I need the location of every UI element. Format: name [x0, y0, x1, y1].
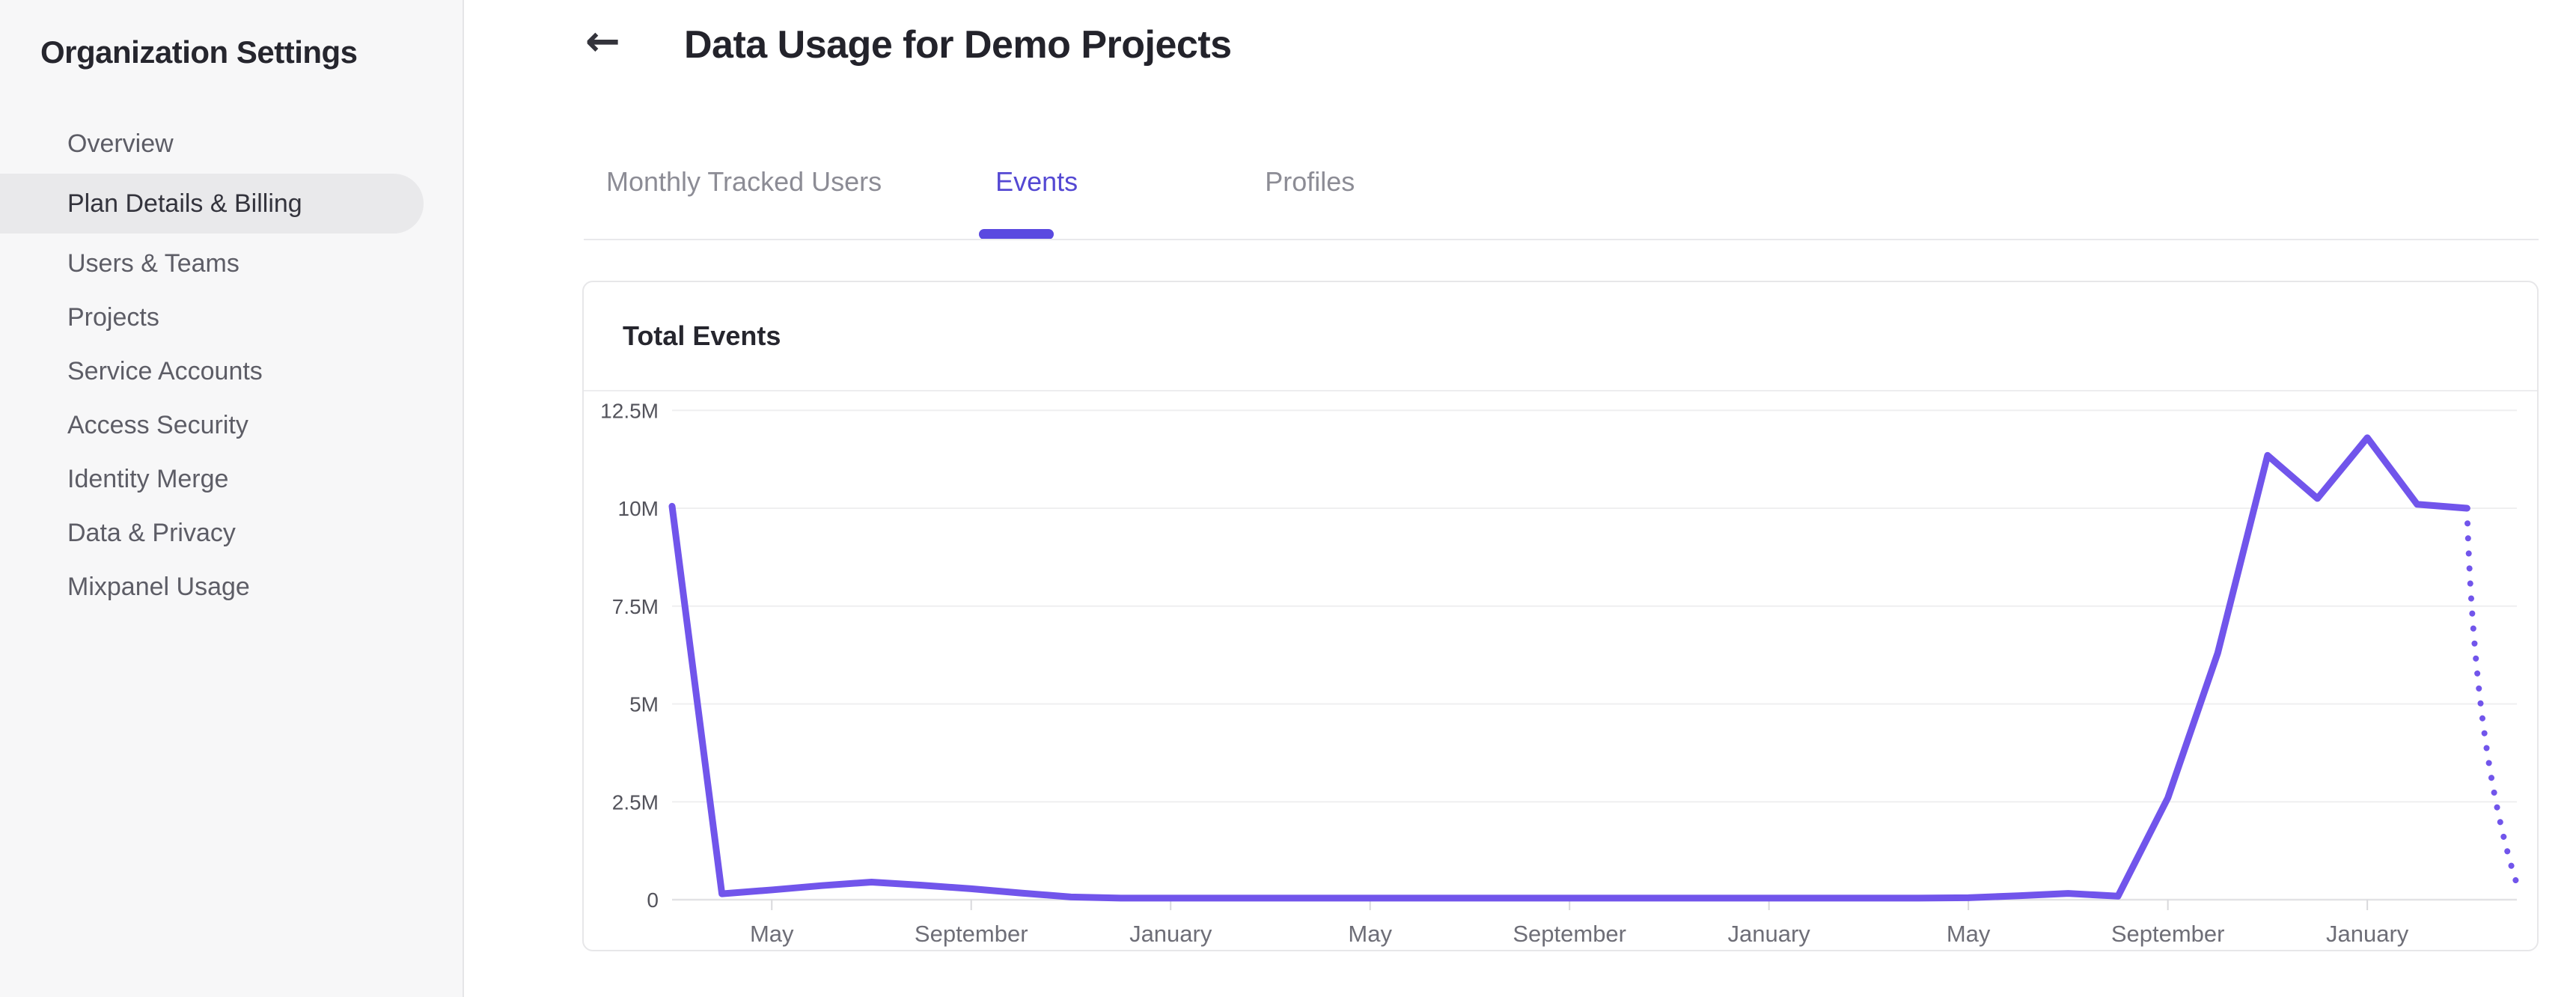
svg-text:January: January: [1129, 921, 1212, 947]
sidebar-title: Organization Settings: [40, 34, 358, 70]
active-tab-indicator: [979, 229, 1054, 240]
svg-text:2.5M: 2.5M: [612, 790, 659, 814]
tab-profiles[interactable]: Profiles: [1265, 166, 1355, 197]
sidebar-item-overview[interactable]: Overview: [67, 129, 174, 158]
sidebar-item-plan-details-billing[interactable]: Plan Details & Billing: [0, 174, 424, 234]
svg-text:September: September: [1513, 921, 1626, 947]
sidebar-nav: Overview Plan Details & Billing Users & Te…: [0, 117, 463, 614]
tab-events[interactable]: Events: [995, 166, 1078, 197]
svg-text:10M: 10M: [618, 497, 659, 520]
svg-text:May: May: [1348, 921, 1392, 947]
svg-text:May: May: [1947, 921, 1991, 947]
svg-text:September: September: [2111, 921, 2225, 947]
svg-text:September: September: [915, 921, 1028, 947]
tab-bar: Monthly Tracked Users Events Profiles: [606, 166, 1355, 198]
svg-text:0: 0: [647, 888, 659, 912]
page-title: Data Usage for Demo Projects: [684, 23, 1232, 67]
svg-text:January: January: [1728, 921, 1811, 947]
sidebar-item-identity-merge[interactable]: Identity Merge: [67, 464, 229, 493]
svg-text:May: May: [750, 921, 794, 947]
card-header: Total Events: [584, 282, 2537, 391]
sidebar-item-access-security[interactable]: Access Security: [67, 410, 248, 439]
svg-text:7.5M: 7.5M: [612, 595, 659, 618]
sidebar-item-projects[interactable]: Projects: [67, 302, 159, 332]
total-events-line-chart: 0 2.5M 5M 7.5M 10M 12.5M May September January Ma…: [600, 399, 2520, 947]
card-title: Total Events: [623, 320, 781, 351]
sidebar-item-data-privacy[interactable]: Data & Privacy: [67, 518, 236, 547]
svg-text:5M: 5M: [629, 693, 659, 716]
tab-divider: [584, 239, 2539, 240]
tab-monthly-tracked-users[interactable]: Monthly Tracked Users: [606, 166, 882, 197]
sidebar: Organization Settings Overview Plan Detai…: [0, 0, 464, 997]
sidebar-item-users-teams[interactable]: Users & Teams: [67, 249, 239, 278]
sidebar-item-mixpanel-usage[interactable]: Mixpanel Usage: [67, 572, 250, 601]
back-button[interactable]: ←: [585, 17, 620, 66]
svg-text:12.5M: 12.5M: [600, 399, 659, 422]
svg-text:January: January: [2326, 921, 2409, 947]
sidebar-item-service-accounts[interactable]: Service Accounts: [67, 356, 263, 385]
total-events-card: Total Events 0 2.5M 5M 7.5M 10M 12.5M May Septe…: [582, 281, 2539, 951]
